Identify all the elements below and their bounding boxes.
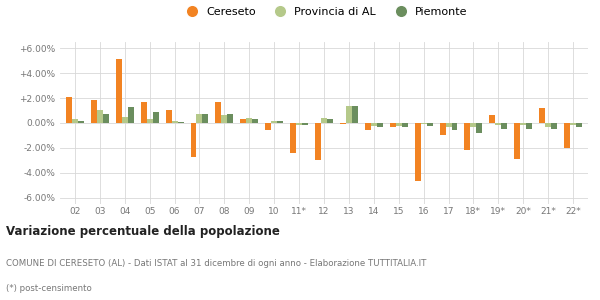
Bar: [241, 118, 246, 123]
Bar: [191, 123, 196, 157]
Bar: [576, 123, 582, 127]
Bar: [252, 119, 258, 123]
Bar: [402, 123, 407, 127]
Bar: [490, 115, 496, 123]
Bar: [390, 123, 396, 127]
Bar: [502, 123, 508, 129]
Bar: [514, 123, 520, 158]
Bar: [452, 123, 457, 130]
Bar: [227, 114, 233, 123]
Bar: [246, 118, 252, 123]
Bar: [564, 123, 570, 148]
Bar: [377, 123, 383, 127]
Bar: [265, 123, 271, 130]
Bar: [470, 123, 476, 127]
Bar: [116, 59, 122, 123]
Bar: [140, 102, 146, 123]
Bar: [415, 123, 421, 181]
Bar: [296, 123, 302, 125]
Bar: [172, 121, 178, 123]
Text: Variazione percentuale della popolazione: Variazione percentuale della popolazione: [6, 226, 280, 238]
Bar: [476, 123, 482, 133]
Bar: [427, 123, 433, 126]
Bar: [446, 123, 452, 127]
Bar: [539, 108, 545, 123]
Bar: [146, 118, 152, 123]
Text: (*) post-censimento: (*) post-censimento: [6, 284, 92, 293]
Bar: [271, 121, 277, 123]
Text: COMUNE DI CERESETO (AL) - Dati ISTAT al 31 dicembre di ogni anno - Elaborazione : COMUNE DI CERESETO (AL) - Dati ISTAT al …: [6, 259, 427, 268]
Bar: [421, 123, 427, 124]
Bar: [302, 123, 308, 125]
Bar: [327, 119, 333, 123]
Bar: [290, 123, 296, 153]
Bar: [346, 106, 352, 123]
Bar: [321, 118, 327, 123]
Legend: Cereseto, Provincia di AL, Piemonte: Cereseto, Provincia di AL, Piemonte: [176, 2, 472, 21]
Bar: [122, 117, 128, 123]
Bar: [196, 114, 202, 123]
Bar: [340, 123, 346, 124]
Bar: [440, 123, 446, 136]
Bar: [91, 100, 97, 123]
Bar: [315, 123, 321, 160]
Bar: [526, 123, 532, 129]
Bar: [520, 123, 526, 125]
Bar: [221, 115, 227, 123]
Bar: [66, 98, 72, 123]
Bar: [545, 123, 551, 127]
Bar: [215, 102, 221, 123]
Bar: [152, 112, 158, 123]
Bar: [277, 121, 283, 123]
Bar: [371, 123, 377, 126]
Bar: [352, 106, 358, 123]
Bar: [464, 123, 470, 150]
Bar: [202, 114, 208, 123]
Bar: [496, 123, 502, 125]
Bar: [78, 121, 84, 123]
Bar: [72, 118, 78, 123]
Bar: [551, 123, 557, 129]
Bar: [178, 122, 184, 123]
Bar: [570, 123, 576, 125]
Bar: [128, 107, 134, 123]
Bar: [97, 110, 103, 123]
Bar: [365, 123, 371, 130]
Bar: [166, 110, 172, 123]
Bar: [103, 114, 109, 123]
Bar: [396, 123, 402, 126]
